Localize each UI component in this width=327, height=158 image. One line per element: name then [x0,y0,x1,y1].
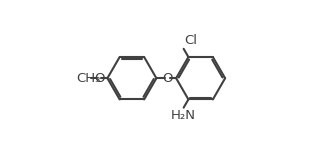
Text: O: O [162,72,173,85]
Text: CH₃: CH₃ [77,72,101,85]
Text: O: O [94,72,104,85]
Text: H₂N: H₂N [170,109,195,122]
Text: Cl: Cl [184,34,198,47]
